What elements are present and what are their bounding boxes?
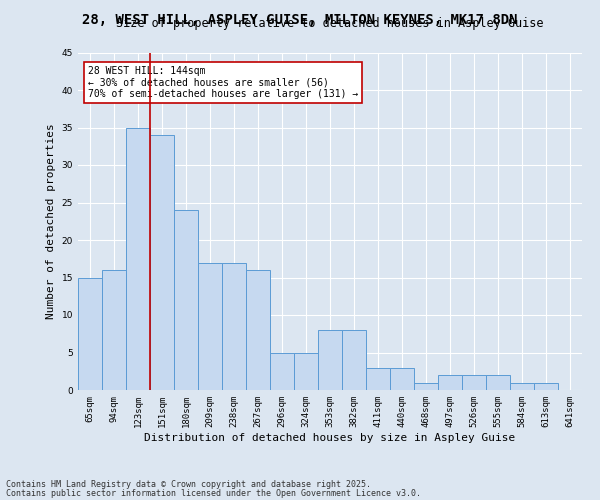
Bar xyxy=(102,270,126,390)
Bar xyxy=(78,278,102,390)
Text: 28 WEST HILL: 144sqm
← 30% of detached houses are smaller (56)
70% of semi-detac: 28 WEST HILL: 144sqm ← 30% of detached h… xyxy=(88,66,358,99)
Bar xyxy=(486,375,510,390)
Bar xyxy=(342,330,366,390)
Text: 28, WEST HILL, ASPLEY GUISE, MILTON KEYNES, MK17 8DN: 28, WEST HILL, ASPLEY GUISE, MILTON KEYN… xyxy=(82,12,518,26)
Bar xyxy=(318,330,342,390)
Bar xyxy=(294,352,318,390)
Bar xyxy=(510,382,534,390)
Bar xyxy=(534,382,558,390)
Bar xyxy=(150,135,174,390)
Bar xyxy=(390,368,414,390)
Bar xyxy=(222,262,246,390)
Bar xyxy=(126,128,150,390)
Title: Size of property relative to detached houses in Aspley Guise: Size of property relative to detached ho… xyxy=(116,18,544,30)
Text: Contains public sector information licensed under the Open Government Licence v3: Contains public sector information licen… xyxy=(6,488,421,498)
Text: Contains HM Land Registry data © Crown copyright and database right 2025.: Contains HM Land Registry data © Crown c… xyxy=(6,480,371,489)
X-axis label: Distribution of detached houses by size in Aspley Guise: Distribution of detached houses by size … xyxy=(145,432,515,442)
Bar xyxy=(174,210,198,390)
Bar xyxy=(366,368,390,390)
Bar xyxy=(438,375,462,390)
Bar xyxy=(246,270,270,390)
Bar xyxy=(270,352,294,390)
Bar xyxy=(198,262,222,390)
Bar xyxy=(414,382,438,390)
Y-axis label: Number of detached properties: Number of detached properties xyxy=(46,124,56,319)
Bar xyxy=(462,375,486,390)
